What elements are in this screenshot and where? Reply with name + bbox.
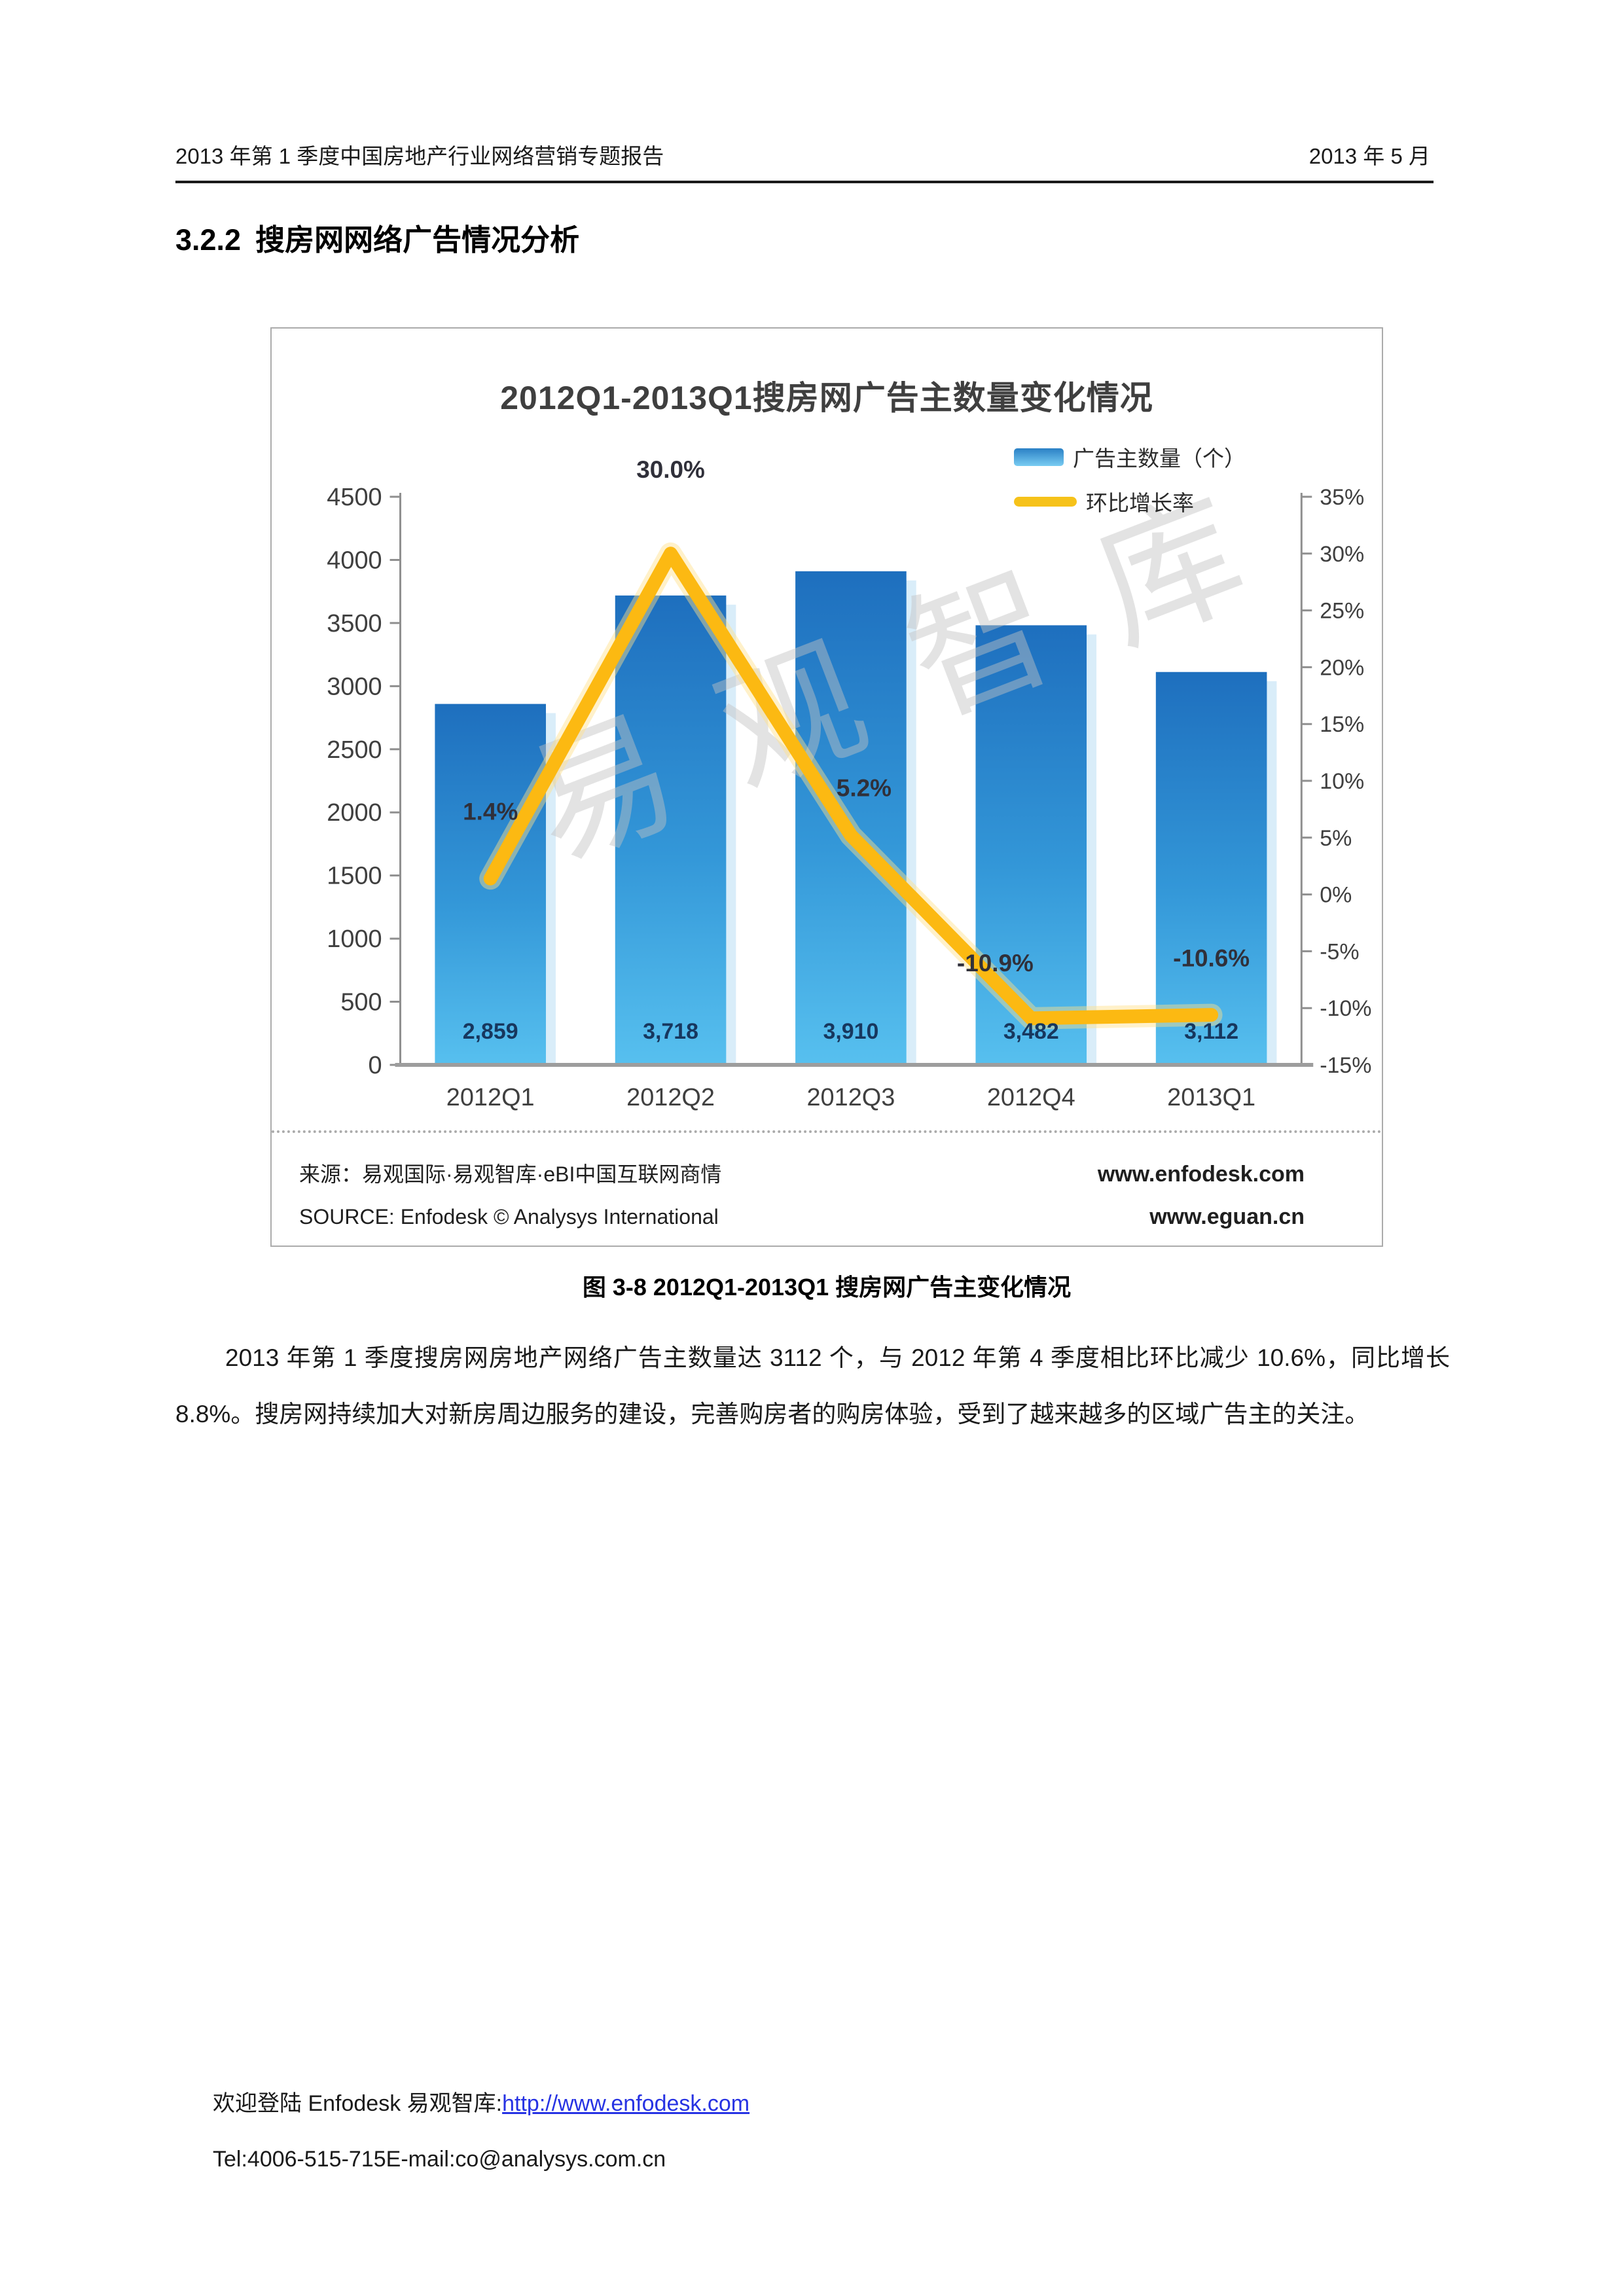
- line-series-swatch-icon: [1014, 496, 1077, 507]
- chart-figure: 2012Q1-2013Q1搜房网广告主数量变化情况 广告主数量（个） 环比增长率…: [270, 327, 1383, 1247]
- header-rule: [175, 181, 1434, 183]
- svg-text:5%: 5%: [1320, 826, 1352, 851]
- svg-text:2500: 2500: [327, 736, 382, 764]
- svg-text:3,482: 3,482: [1003, 1019, 1059, 1044]
- svg-text:2013Q1: 2013Q1: [1167, 1084, 1255, 1111]
- source-line-en: SOURCE: Enfodesk © Analysys Internationa…: [299, 1204, 719, 1229]
- section-title: 搜房网网络广告情况分析: [255, 223, 580, 257]
- website-enfodesk: www.enfodesk.com: [1097, 1162, 1305, 1187]
- svg-text:5.2%: 5.2%: [837, 774, 892, 801]
- figure-caption: 图 3-8 2012Q1-2013Q1 搜房网广告主变化情况: [582, 1274, 1072, 1300]
- chart-legend: 广告主数量（个） 环比增长率: [1014, 441, 1246, 517]
- footer-welcome: 欢迎登陆 Enfodesk 易观智库:http://www.enfodesk.c…: [213, 2085, 749, 2117]
- svg-text:10%: 10%: [1320, 769, 1364, 794]
- legend-item-advertisers: 广告主数量（个）: [1014, 441, 1246, 473]
- svg-text:500: 500: [340, 989, 382, 1016]
- svg-text:2012Q1: 2012Q1: [446, 1084, 535, 1111]
- svg-text:4500: 4500: [327, 484, 382, 511]
- legend-label-advertisers: 广告主数量（个）: [1073, 446, 1246, 471]
- legend-label-growth-rate: 环比增长率: [1086, 491, 1194, 515]
- source-row-1: 来源：易观国际·易观智库·eBI中国互联网商情 www.enfodesk.com: [299, 1158, 1305, 1188]
- source-line-cn: 来源：易观国际·易观智库·eBI中国互联网商情: [299, 1162, 722, 1187]
- header-title: 2013 年第 1 季度中国房地产行业网络营销专题报告: [175, 144, 664, 168]
- svg-text:1000: 1000: [327, 925, 382, 953]
- svg-text:4000: 4000: [327, 547, 382, 574]
- legend-item-growth-rate: 环比增长率: [1014, 486, 1194, 517]
- svg-text:20%: 20%: [1320, 655, 1364, 680]
- svg-text:0: 0: [369, 1052, 382, 1079]
- enfodesk-link[interactable]: http://www.enfodesk.com: [502, 2091, 750, 2116]
- svg-text:-10.9%: -10.9%: [957, 950, 1034, 977]
- body-paragraph: 2013 年第 1 季度搜房网房地产网络广告主数量达 3112 个，与 2012…: [175, 1344, 1450, 1427]
- source-row-2: SOURCE: Enfodesk © Analysys Internationa…: [299, 1204, 1305, 1230]
- svg-text:2012Q3: 2012Q3: [806, 1084, 895, 1111]
- bar-series-swatch-icon: [1014, 448, 1064, 466]
- chart-title: 2012Q1-2013Q1搜房网广告主数量变化情况: [500, 380, 1153, 416]
- website-eguan: www.eguan.cn: [1149, 1204, 1305, 1229]
- svg-text:2,859: 2,859: [463, 1019, 518, 1044]
- section-number: 3.2.2: [175, 223, 242, 257]
- svg-text:15%: 15%: [1320, 712, 1364, 737]
- chart-plot: 4500 4000 3500 3000 2500 2000 1500 1000 500 0 35% 3…: [272, 427, 1382, 1143]
- svg-text:30%: 30%: [1320, 542, 1364, 567]
- svg-text:3000: 3000: [327, 673, 382, 700]
- figure-source-block: 来源：易观国际·易观智库·eBI中国互联网商情 www.enfodesk.com…: [272, 1130, 1382, 1246]
- svg-text:2012Q4: 2012Q4: [987, 1084, 1075, 1111]
- svg-text:25%: 25%: [1320, 599, 1364, 624]
- svg-text:-10%: -10%: [1320, 996, 1371, 1021]
- svg-text:3500: 3500: [327, 610, 382, 637]
- footer-welcome-text: 欢迎登陆 Enfodesk 易观智库:: [213, 2091, 503, 2116]
- section-heading: 3.2.2 搜房网网络广告情况分析: [175, 216, 579, 259]
- svg-text:2000: 2000: [327, 799, 382, 827]
- svg-text:3,718: 3,718: [643, 1019, 698, 1044]
- footer-contact: Tel:4006-515-715E-mail:co@analysys.com.c…: [213, 2147, 666, 2172]
- svg-text:-15%: -15%: [1320, 1053, 1371, 1078]
- svg-text:3,112: 3,112: [1184, 1019, 1238, 1044]
- svg-text:1500: 1500: [327, 863, 382, 890]
- header-date: 2013 年 5 月: [1308, 144, 1430, 168]
- svg-text:0%: 0%: [1320, 883, 1352, 908]
- svg-text:-5%: -5%: [1320, 939, 1359, 964]
- svg-text:35%: 35%: [1320, 485, 1364, 510]
- svg-text:-10.6%: -10.6%: [1173, 945, 1250, 972]
- svg-text:1.4%: 1.4%: [463, 798, 518, 825]
- svg-text:3,910: 3,910: [823, 1019, 878, 1044]
- svg-text:30.0%: 30.0%: [636, 456, 705, 483]
- svg-text:2012Q2: 2012Q2: [626, 1084, 715, 1111]
